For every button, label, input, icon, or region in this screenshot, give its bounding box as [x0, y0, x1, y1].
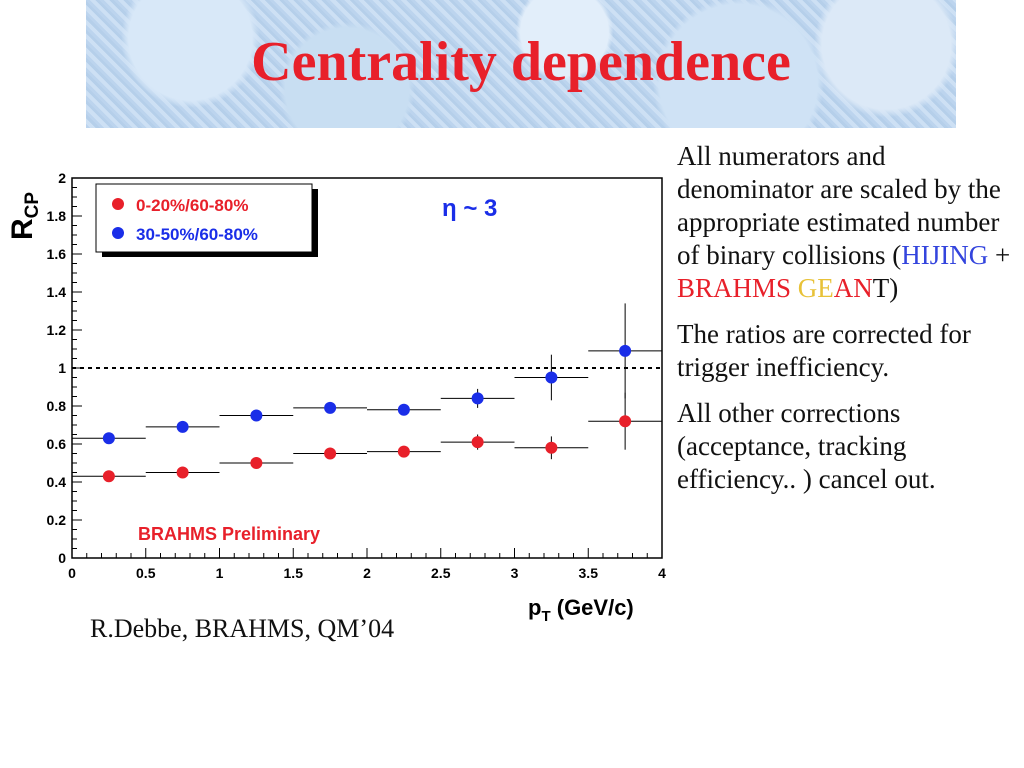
note-corrections: All other corrections (acceptance, track…: [677, 398, 936, 494]
y-tick-label: 1.6: [47, 246, 67, 262]
note-scaling: All numerators and denominator are scale…: [677, 141, 1011, 303]
y-tick-label: 1: [58, 360, 66, 376]
legend-box: [95, 183, 313, 253]
brahms-label: BRAHMS: [677, 273, 792, 303]
x-tick-label: 3: [511, 565, 519, 581]
data-point-red: [324, 447, 337, 460]
x-tick-label: 3.5: [579, 565, 599, 581]
legend: 0-20%/60-80% 30-50%/60-80%: [95, 183, 318, 257]
y-tick-label: 0.6: [47, 436, 67, 452]
citation: R.Debbe, BRAHMS, QM’04: [90, 614, 395, 643]
x-tick-label: 1: [216, 565, 224, 581]
data-point-red: [619, 415, 632, 428]
data-point-blue: [102, 432, 115, 445]
data-point-red: [102, 470, 115, 483]
y-tick-label: 2: [58, 170, 66, 186]
data-point-blue: [250, 409, 263, 422]
data-point-red: [250, 457, 263, 469]
rcp-chart: 0 0.2 0.4 0.6 0.8 1 1.2 1.4 1.6 1.8 2 0 0.5 1 1.5 2 2.5 3…: [6, 170, 667, 625]
y-tick-label: 1.4: [47, 284, 67, 300]
data-point-red: [397, 445, 410, 458]
data-point-red: [176, 466, 189, 479]
data-point-blue: [619, 344, 632, 357]
y-tick-label: 0: [58, 550, 66, 566]
title-banner: Centrality dependence: [86, 0, 956, 128]
x-tick-label: 2.5: [431, 565, 451, 581]
legend-marker-blue: [112, 227, 124, 239]
data-point-red: [545, 441, 558, 454]
x-tick-label: 1.5: [284, 565, 304, 581]
data-series: [72, 303, 662, 483]
x-tick-label: 0: [68, 565, 76, 581]
data-point-blue: [176, 420, 189, 433]
data-point-blue: [397, 403, 410, 416]
ticks: 0 0.2 0.4 0.6 0.8 1 1.2 1.4 1.6 1.8 2 0 0.5 1 1.5 2 2.5 3…: [47, 170, 667, 581]
data-point-blue: [545, 371, 558, 384]
legend-marker-red: [112, 198, 124, 210]
y-tick-label: 1.2: [47, 322, 67, 338]
hijing-label: HIJING: [901, 240, 989, 270]
y-tick-label: 0.8: [47, 398, 67, 414]
eta-annotation: η ~ 3: [442, 195, 497, 222]
x-tick-label: 4: [658, 565, 666, 581]
notes-panel: All numerators and denominator are scale…: [677, 140, 1017, 509]
data-point-red: [471, 436, 484, 449]
y-tick-label: 1.8: [47, 208, 67, 224]
y-axis-label: RCP: [6, 192, 43, 240]
slide-title: Centrality dependence: [251, 31, 791, 93]
y-tick-label: 0.2: [47, 512, 67, 528]
data-point-blue: [324, 401, 337, 414]
y-tick-label: 0.4: [47, 474, 67, 490]
data-point-blue: [471, 392, 484, 405]
x-tick-label: 2: [363, 565, 371, 581]
note-trigger: The ratios are corrected for trigger ine…: [677, 319, 971, 382]
x-axis-label: pT (GeV/c): [528, 595, 634, 625]
x-tick-label: 0.5: [136, 565, 156, 581]
legend-label-blue: 30-50%/60-80%: [136, 225, 258, 244]
legend-label-red: 0-20%/60-80%: [136, 196, 248, 215]
preliminary-watermark: BRAHMS Preliminary: [138, 524, 320, 544]
